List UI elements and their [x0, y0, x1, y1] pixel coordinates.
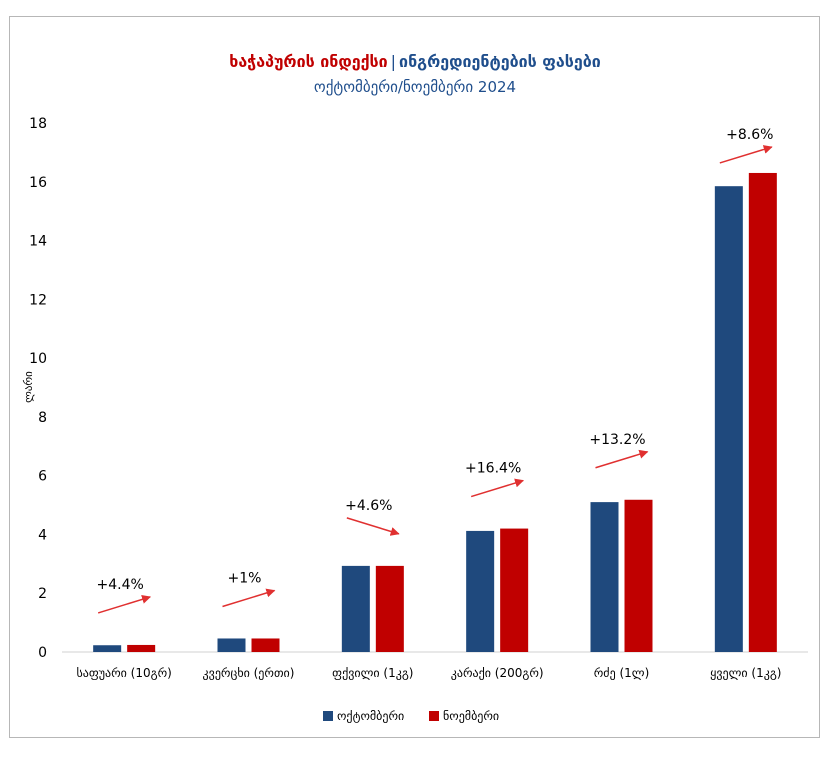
chart-title-separator: |	[391, 52, 396, 71]
y-tick-label: 14	[29, 234, 47, 250]
chart-title-line2: ოქტომბერი/ნოემბერი 2024	[314, 78, 516, 96]
bar-october-4	[590, 502, 619, 652]
y-axis-label: ლარი	[22, 371, 35, 403]
y-tick-label: 4	[38, 527, 47, 543]
change-arrow-2	[346, 517, 400, 536]
change-arrow-4	[595, 449, 649, 469]
bar-november-1	[251, 638, 280, 652]
y-tick-label: 16	[29, 175, 47, 191]
chart-title-part2: ინგრედიენტების ფასები	[399, 52, 601, 71]
bar-october-1	[217, 638, 246, 652]
legend-label-november: ნოემბერი	[443, 709, 499, 723]
change-label-4: +13.2%	[589, 432, 645, 448]
change-arrow-1	[222, 588, 276, 608]
y-tick-label: 6	[38, 469, 47, 485]
y-tick-label: 0	[38, 645, 47, 661]
x-tick-label: საფუარი (10გრ)	[76, 666, 171, 680]
bar-october-3	[466, 530, 495, 652]
y-tick-label: 10	[29, 351, 47, 367]
chart-title-part1: ხაჭაპურის ინდექსი	[229, 52, 387, 71]
bar-november-3	[500, 528, 529, 652]
y-tick-labels: 0 2 4 6 8 10 12 14 16 18	[29, 116, 47, 661]
change-label-5: +8.6%	[726, 127, 773, 143]
x-tick-labels: საფუარი (10გრ) კვერცხი (ერთი) ფქვილი (1კგ)…	[76, 666, 781, 680]
annotations: +4.4% +1% +4.6% +16.4% +13.2% +8.6%	[97, 127, 773, 614]
change-arrow-0	[97, 595, 152, 614]
y-tick-label: 8	[38, 410, 47, 426]
legend-swatch-november	[429, 711, 439, 721]
legend: ოქტომბერი ნოემბერი	[323, 709, 499, 723]
x-tick-label: ფქვილი (1კგ)	[332, 666, 413, 680]
change-label-2: +4.6%	[345, 498, 392, 514]
change-label-1: +1%	[228, 570, 262, 586]
bars	[93, 172, 777, 653]
x-tick-label: რძე (1ლ)	[594, 666, 650, 680]
change-label-0: +4.4%	[97, 577, 144, 593]
bar-november-5	[748, 172, 777, 652]
chart-title-line1: ხაჭაპურის ინდექსი | ინგრედიენტების ფასები	[229, 52, 601, 71]
legend-label-october: ოქტომბერი	[337, 709, 404, 723]
bar-october-0	[93, 645, 122, 652]
change-label-3: +16.4%	[465, 461, 521, 477]
chart-frame: ხაჭაპურის ინდექსი | ინგრედიენტების ფასები …	[9, 16, 820, 738]
y-tick-label: 2	[38, 586, 47, 602]
x-tick-label: ყველი (1კგ)	[710, 666, 781, 680]
bar-november-4	[624, 499, 653, 652]
bar-november-0	[127, 644, 156, 652]
x-tick-label: კვერცხი (ერთი)	[203, 666, 295, 680]
legend-swatch-october	[323, 711, 333, 721]
bar-november-2	[375, 565, 404, 652]
y-tick-label: 12	[29, 292, 47, 308]
change-arrow-5	[719, 145, 773, 164]
x-tick-label: კარაქი (200გრ)	[451, 666, 544, 680]
change-arrow-3	[470, 478, 525, 498]
chart: ხაჭაპურის ინდექსი | ინგრედიენტების ფასები …	[22, 52, 808, 723]
bar-october-2	[341, 565, 370, 652]
y-tick-label: 18	[29, 116, 47, 132]
bar-october-5	[714, 186, 743, 653]
